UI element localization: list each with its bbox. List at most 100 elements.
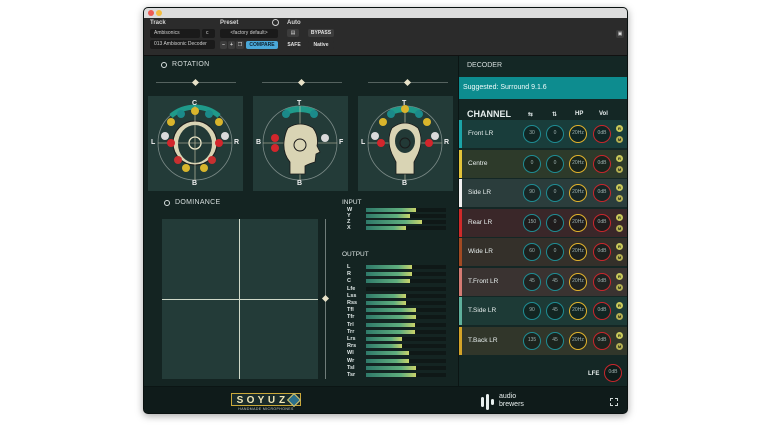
channel-mute-button[interactable]: M bbox=[616, 283, 623, 291]
minimize-window-icon[interactable] bbox=[156, 10, 162, 16]
channel-mute-button[interactable]: M bbox=[616, 165, 623, 173]
channel-name: T.Side LR bbox=[468, 307, 497, 314]
output-gain-handle[interactable] bbox=[321, 294, 330, 303]
channel-solo-button[interactable]: R bbox=[616, 302, 623, 309]
preset-plus-button[interactable]: + bbox=[228, 41, 235, 49]
elevation-knob[interactable]: 45 bbox=[546, 272, 564, 291]
fullscreen-icon[interactable] bbox=[610, 398, 618, 406]
channel-mute-button[interactable]: M bbox=[616, 224, 623, 232]
preset-value: <factory default> bbox=[230, 30, 268, 36]
channel-mute-button[interactable]: M bbox=[616, 136, 623, 143]
output-meter bbox=[366, 293, 446, 298]
elevation-knob[interactable]: 45 bbox=[546, 331, 564, 350]
lfe-volume-value: 0dB bbox=[608, 369, 618, 375]
angle-knob-value: 30 bbox=[529, 130, 535, 136]
volume-knob[interactable]: 0dB bbox=[593, 154, 611, 173]
angle-knob[interactable]: 150 bbox=[523, 213, 541, 232]
channel-mute-button[interactable]: M bbox=[616, 195, 623, 202]
plugin-body: ROTATION bbox=[144, 56, 627, 413]
hp-knob[interactable]: 20Hz bbox=[569, 184, 587, 202]
rotation-top-view[interactable]: C L R B bbox=[148, 96, 243, 191]
dominance-toggle-icon[interactable] bbox=[164, 200, 170, 206]
hp-knob[interactable]: 20Hz bbox=[569, 272, 587, 291]
elevation-knob-value: 0 bbox=[553, 218, 557, 225]
elevation-knob[interactable]: 0 bbox=[546, 213, 564, 232]
volume-knob[interactable]: 0dB bbox=[593, 125, 611, 143]
rotation-yaw-handle[interactable] bbox=[191, 78, 200, 87]
channel-solo-button[interactable]: R bbox=[616, 213, 623, 221]
host-settings-button[interactable]: ▣ bbox=[616, 30, 624, 38]
top-view-diagram bbox=[157, 104, 233, 181]
close-window-icon[interactable] bbox=[148, 10, 154, 16]
output-meter-label: R bbox=[347, 271, 351, 278]
channel-solo-button[interactable]: R bbox=[616, 272, 623, 280]
angle-knob[interactable]: 135 bbox=[523, 331, 541, 350]
volume-knob[interactable]: 0dB bbox=[593, 213, 611, 232]
angle-knob[interactable]: 30 bbox=[523, 125, 541, 143]
output-meter-fill bbox=[366, 279, 410, 284]
rotation-pitch-handle[interactable] bbox=[297, 78, 306, 87]
soyuz-tagline: HANDMADE MICROPHONES bbox=[238, 407, 294, 411]
front-view-left-label: L bbox=[361, 139, 366, 146]
rotation-roll-handle[interactable] bbox=[403, 78, 412, 87]
elevation-knob[interactable]: 0 bbox=[546, 243, 564, 261]
elevation-knob[interactable]: 0 bbox=[546, 154, 564, 173]
angle-knob[interactable]: 90 bbox=[523, 184, 541, 202]
angle-knob[interactable]: 60 bbox=[523, 243, 541, 261]
elevation-knob[interactable]: 45 bbox=[546, 302, 564, 320]
hp-knob[interactable]: 20Hz bbox=[569, 331, 587, 350]
volume-knob[interactable]: 0dB bbox=[593, 302, 611, 320]
native-indicator: Native bbox=[308, 41, 334, 49]
rotation-toggle-icon[interactable] bbox=[161, 62, 167, 68]
track-channel-selector[interactable]: c bbox=[202, 29, 215, 38]
channel-solo-button[interactable]: R bbox=[616, 125, 623, 132]
channel-mute-button[interactable]: M bbox=[616, 254, 623, 261]
rotation-front-view[interactable]: T L R B bbox=[358, 96, 453, 191]
track-selector[interactable]: Ambisonics bbox=[150, 29, 200, 38]
safe-button[interactable]: SAFE bbox=[287, 41, 301, 49]
channel-mute-button[interactable]: M bbox=[616, 342, 623, 350]
channel-mute-button[interactable]: M bbox=[616, 313, 623, 320]
volume-knob[interactable]: 0dB bbox=[593, 243, 611, 261]
output-meter-label: Tfr bbox=[347, 314, 355, 321]
output-meter-label: Wl bbox=[347, 350, 354, 357]
compare-button[interactable]: COMPARE bbox=[246, 41, 278, 49]
channel-solo-button[interactable]: R bbox=[616, 184, 623, 191]
angle-knob[interactable]: 90 bbox=[523, 302, 541, 320]
hp-knob[interactable]: 20Hz bbox=[569, 213, 587, 232]
output-meter bbox=[366, 286, 446, 291]
lfe-volume-knob[interactable]: 0dB bbox=[604, 364, 622, 382]
soyuz-letter: Y bbox=[257, 395, 265, 406]
suggested-layout-button[interactable]: Suggested: Surround 9.1.6 bbox=[459, 77, 627, 99]
angle-knob-value: 45 bbox=[529, 277, 535, 284]
angle-knob[interactable]: 0 bbox=[523, 154, 541, 173]
output-meter-label: Trl bbox=[347, 321, 354, 328]
hp-knob[interactable]: 20Hz bbox=[569, 302, 587, 320]
elevation-knob[interactable]: 0 bbox=[546, 184, 564, 202]
automation-button[interactable]: ▤ bbox=[287, 29, 299, 37]
channel-solo-button[interactable]: R bbox=[616, 243, 623, 250]
plugin-insert-selector[interactable]: 013 Ambisonic Decoder bbox=[150, 40, 215, 49]
output-meter-fill bbox=[366, 272, 412, 277]
preset-copy-button[interactable]: ❐ bbox=[236, 41, 244, 49]
output-meter-fill bbox=[366, 373, 416, 377]
volume-knob[interactable]: 0dB bbox=[593, 331, 611, 350]
angle-knob[interactable]: 45 bbox=[523, 272, 541, 291]
hp-knob[interactable]: 20Hz bbox=[569, 243, 587, 261]
output-meter-fill bbox=[366, 365, 416, 370]
bypass-button[interactable]: BYPASS bbox=[308, 29, 334, 37]
channel-solo-button[interactable]: R bbox=[616, 154, 623, 162]
elevation-knob[interactable]: 0 bbox=[546, 125, 564, 143]
dominance-pad[interactable] bbox=[162, 219, 318, 379]
preset-menu-icon[interactable] bbox=[272, 19, 279, 26]
volume-knob[interactable]: 0dB bbox=[593, 184, 611, 202]
hp-knob[interactable]: 20Hz bbox=[569, 154, 587, 173]
hp-knob[interactable]: 20Hz bbox=[569, 125, 587, 143]
preset-selector[interactable]: <factory default> bbox=[220, 29, 278, 38]
channel-solo-button[interactable]: R bbox=[616, 331, 623, 339]
channel-name: T.Back LR bbox=[468, 336, 498, 344]
volume-knob[interactable]: 0dB bbox=[593, 272, 611, 291]
preset-minus-button[interactable]: – bbox=[220, 41, 227, 49]
rotation-side-view[interactable]: T B F B bbox=[253, 96, 348, 191]
volume-knob-value: 0dB bbox=[597, 159, 607, 166]
